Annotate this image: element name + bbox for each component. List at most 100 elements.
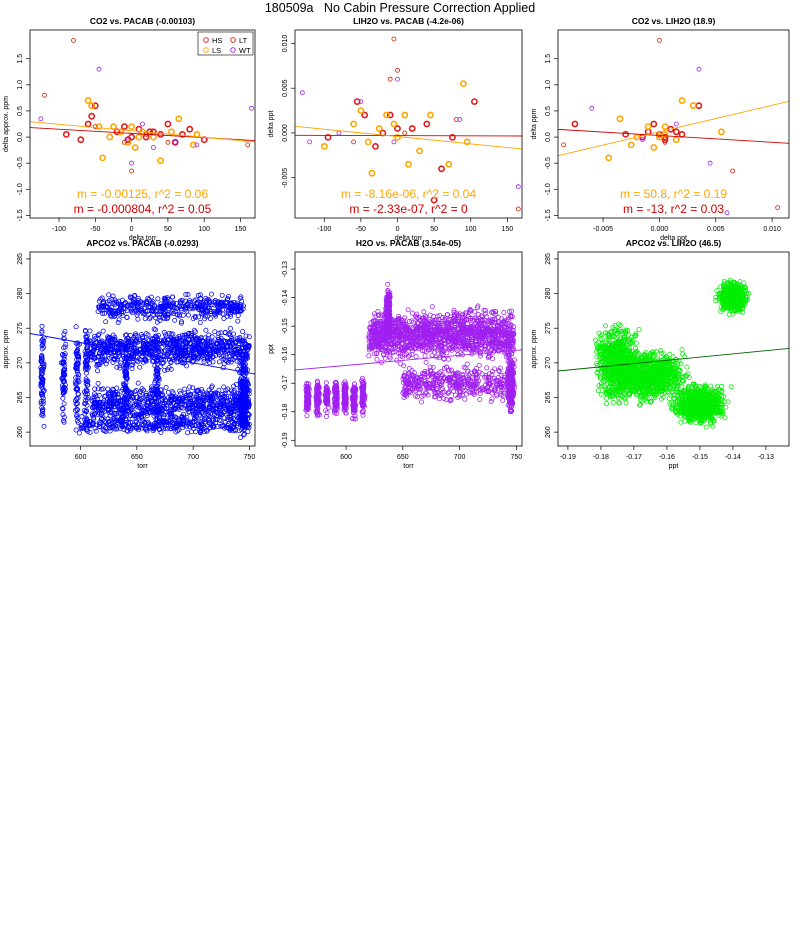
data-point bbox=[117, 341, 123, 347]
data-point bbox=[125, 409, 131, 415]
data-point bbox=[116, 317, 122, 323]
data-point bbox=[61, 331, 67, 337]
data-point bbox=[401, 395, 407, 401]
data-point bbox=[135, 316, 141, 322]
data-point bbox=[209, 383, 215, 389]
data-point bbox=[75, 340, 81, 346]
data-point bbox=[134, 357, 140, 363]
data-point-ls bbox=[124, 138, 132, 146]
data-point bbox=[75, 391, 81, 397]
data-point bbox=[39, 355, 45, 361]
legend-label-lt: LT bbox=[239, 36, 248, 45]
data-point bbox=[73, 381, 79, 387]
data-point bbox=[205, 336, 211, 342]
data-point bbox=[133, 331, 138, 337]
data-point bbox=[216, 387, 222, 393]
data-point bbox=[75, 353, 81, 359]
data-point-wt bbox=[707, 160, 713, 166]
x-axis-label: delta torr bbox=[395, 235, 423, 242]
data-point-ls bbox=[368, 169, 376, 177]
data-point bbox=[394, 357, 400, 363]
data-point bbox=[375, 347, 381, 353]
data-point bbox=[429, 352, 435, 358]
data-point bbox=[133, 388, 139, 393]
data-point bbox=[201, 416, 207, 421]
data-point bbox=[206, 417, 212, 423]
data-point bbox=[178, 420, 184, 426]
data-point bbox=[201, 395, 207, 401]
data-point bbox=[131, 422, 137, 428]
data-point bbox=[220, 347, 226, 353]
data-point bbox=[214, 405, 220, 411]
data-point bbox=[132, 389, 138, 395]
data-point bbox=[222, 329, 228, 335]
data-point bbox=[94, 405, 100, 411]
data-point bbox=[99, 415, 105, 421]
data-point bbox=[234, 358, 240, 364]
data-point-lt bbox=[387, 76, 393, 82]
data-point bbox=[151, 326, 157, 332]
data-point bbox=[154, 368, 160, 374]
data-point bbox=[147, 316, 153, 322]
data-point-wt bbox=[125, 137, 131, 143]
data-point bbox=[160, 360, 166, 366]
data-point bbox=[229, 308, 235, 314]
data-point bbox=[159, 408, 165, 414]
data-point bbox=[135, 339, 141, 345]
data-point bbox=[198, 352, 204, 357]
data-point bbox=[223, 357, 229, 363]
data-point bbox=[216, 308, 222, 314]
data-point bbox=[150, 428, 156, 434]
data-point bbox=[215, 397, 221, 403]
data-point bbox=[199, 415, 205, 421]
data-point bbox=[161, 329, 167, 335]
data-point bbox=[114, 426, 120, 432]
data-point-lt bbox=[245, 142, 251, 148]
data-point bbox=[214, 309, 219, 315]
fit-annotation: m = -13, r^2 = 0.03 bbox=[623, 202, 724, 216]
data-point bbox=[246, 421, 252, 427]
y-tick-label: 275 bbox=[17, 322, 24, 334]
data-point-ls bbox=[95, 123, 103, 130]
data-point bbox=[89, 349, 95, 355]
data-point bbox=[98, 348, 104, 354]
data-point bbox=[41, 423, 47, 429]
data-point-ls bbox=[463, 138, 471, 146]
data-point bbox=[100, 328, 106, 334]
y-axis-label: delta ppt bbox=[268, 111, 275, 138]
data-point bbox=[475, 311, 481, 317]
data-point bbox=[432, 323, 437, 329]
data-point bbox=[451, 307, 457, 313]
data-point-hs bbox=[84, 120, 92, 128]
data-point bbox=[158, 304, 164, 310]
data-point-hs bbox=[353, 98, 361, 105]
data-point bbox=[164, 311, 170, 317]
data-point bbox=[413, 354, 419, 360]
data-point bbox=[154, 355, 160, 361]
data-point bbox=[155, 381, 161, 387]
data-point bbox=[72, 408, 78, 413]
data-point-ls bbox=[350, 120, 357, 128]
data-point bbox=[115, 391, 121, 397]
data-point bbox=[39, 330, 45, 336]
data-point bbox=[124, 413, 129, 419]
data-point-hs bbox=[678, 130, 686, 138]
data-point bbox=[129, 295, 135, 301]
fit-line bbox=[30, 121, 255, 143]
data-point-hs bbox=[372, 142, 379, 150]
data-point bbox=[40, 398, 46, 404]
data-point bbox=[74, 418, 80, 424]
data-point-hs bbox=[650, 120, 658, 128]
data-point-hs bbox=[164, 120, 172, 128]
data-point bbox=[237, 350, 242, 356]
x-axis-label: delta torr bbox=[129, 235, 157, 242]
data-point-wt bbox=[640, 137, 645, 143]
data-point-ls bbox=[135, 133, 143, 141]
data-point bbox=[387, 355, 393, 361]
data-point bbox=[209, 291, 214, 297]
data-point-wt bbox=[172, 139, 178, 145]
data-point-ls bbox=[616, 115, 624, 123]
data-point bbox=[178, 300, 184, 306]
data-point bbox=[168, 411, 174, 417]
